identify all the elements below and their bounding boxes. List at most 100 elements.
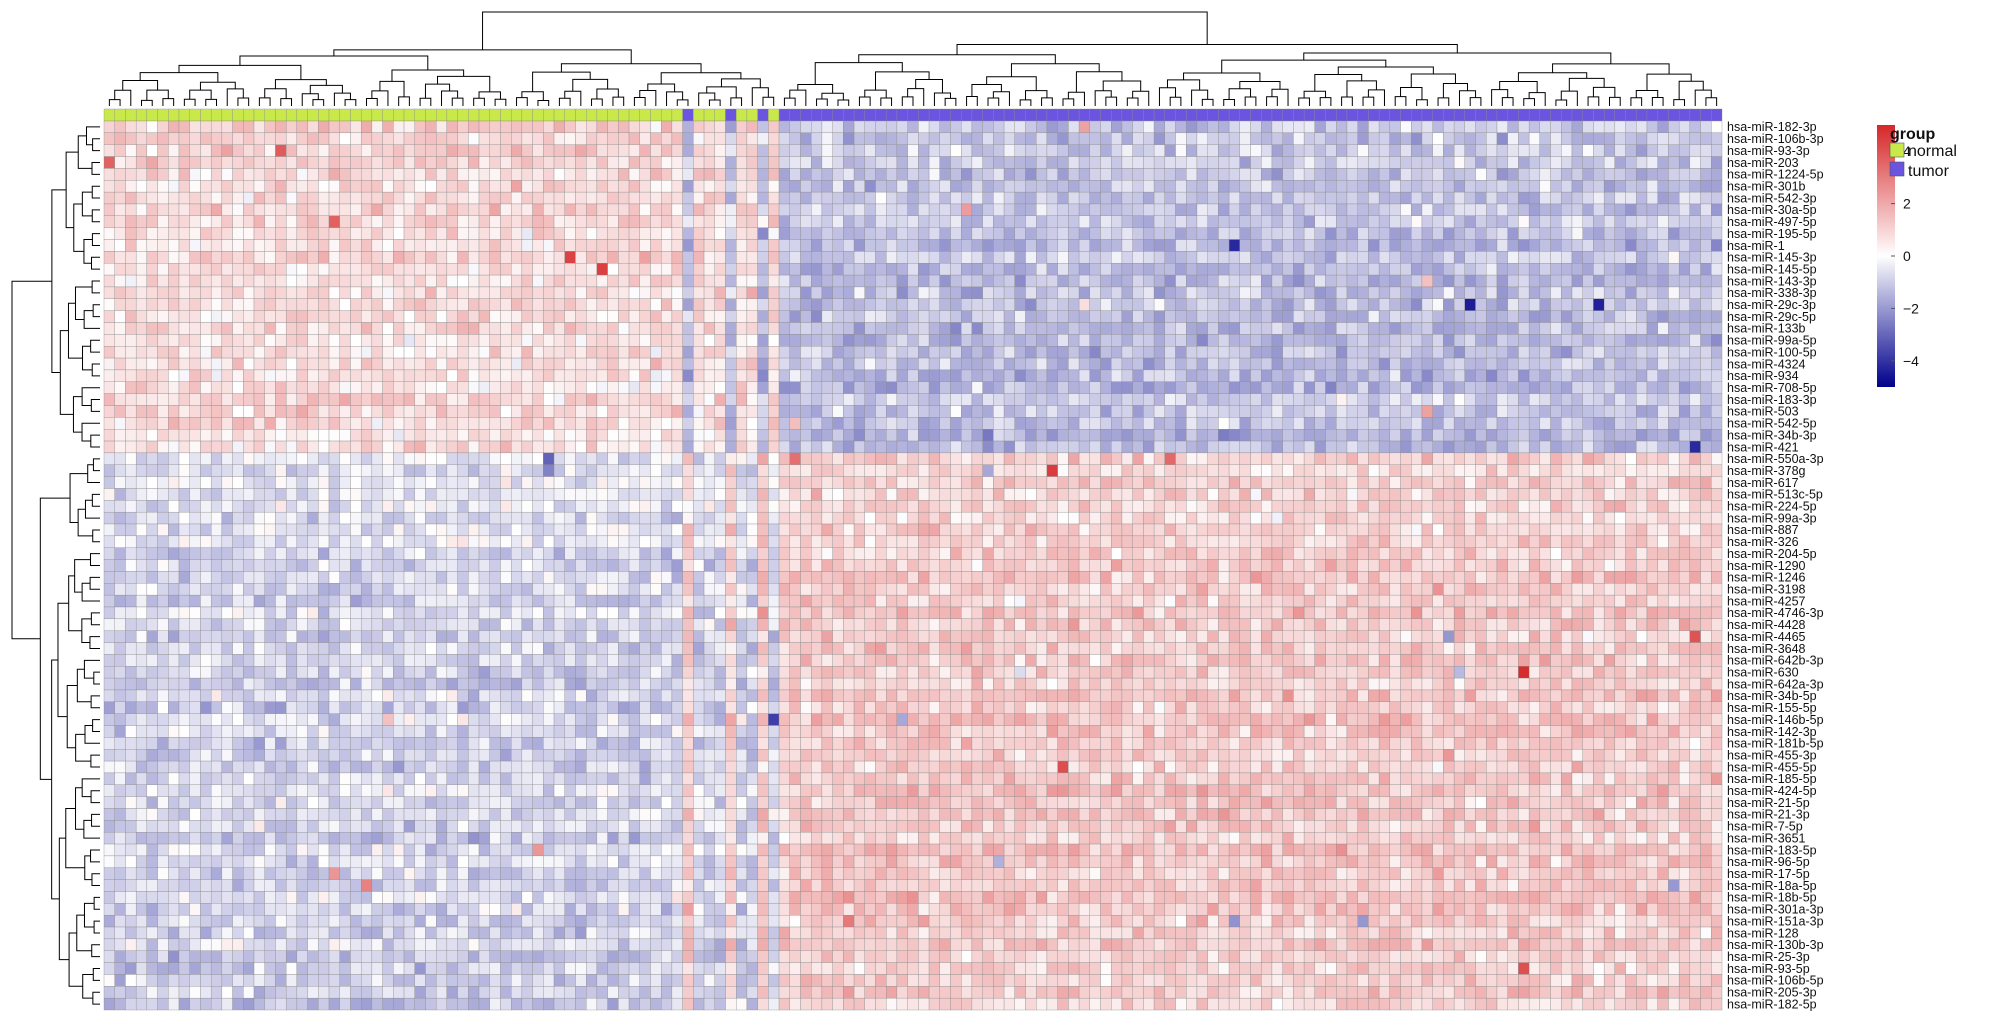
heatmap-cell bbox=[896, 464, 908, 477]
heatmap-cell bbox=[339, 322, 351, 335]
heatmap-cell bbox=[1443, 286, 1455, 299]
heatmap-cell bbox=[1571, 464, 1583, 477]
column-dendrogram-branch bbox=[419, 97, 432, 106]
heatmap-cell bbox=[1250, 322, 1262, 335]
heatmap-cell bbox=[896, 203, 908, 216]
heatmap-cell bbox=[1443, 452, 1455, 465]
heatmap-cell bbox=[1218, 369, 1230, 382]
heatmap-cell bbox=[950, 239, 962, 252]
heatmap-cell bbox=[693, 429, 705, 442]
heatmap-cell bbox=[350, 215, 362, 228]
heatmap-cell bbox=[1464, 310, 1476, 323]
heatmap-cell bbox=[821, 132, 833, 145]
heatmap-cell bbox=[1411, 322, 1423, 335]
heatmap-cell bbox=[200, 251, 212, 264]
heatmap-cell bbox=[1496, 357, 1508, 371]
heatmap-cell bbox=[1239, 322, 1251, 335]
heatmap-cell bbox=[1378, 286, 1391, 299]
heatmap-cell bbox=[1668, 369, 1680, 382]
heatmap-cell bbox=[1496, 215, 1508, 228]
row-dendrogram-branch bbox=[91, 185, 100, 199]
heatmap-cell bbox=[1603, 417, 1616, 430]
heatmap-cell bbox=[103, 310, 115, 323]
heatmap-cell bbox=[1539, 239, 1551, 252]
heatmap-cell bbox=[586, 452, 598, 465]
heatmap-cell bbox=[393, 274, 405, 288]
heatmap-cell bbox=[1186, 203, 1198, 216]
heatmap-cell bbox=[1378, 144, 1391, 157]
heatmap-cell bbox=[1657, 203, 1669, 216]
heatmap-cell bbox=[1518, 180, 1530, 193]
heatmap-cell bbox=[232, 191, 244, 205]
heatmap-cell bbox=[296, 263, 308, 276]
heatmap-cell bbox=[1507, 156, 1519, 169]
heatmap-cell bbox=[757, 393, 769, 406]
heatmap-cell bbox=[789, 357, 801, 371]
heatmap-cell bbox=[168, 464, 180, 477]
heatmap-cell bbox=[1282, 417, 1294, 430]
heatmap-cell bbox=[1582, 180, 1594, 193]
heatmap-cell bbox=[478, 203, 490, 216]
heatmap-cell bbox=[1314, 251, 1326, 264]
heatmap-cell bbox=[896, 429, 908, 442]
heatmap-cell bbox=[1036, 180, 1048, 193]
heatmap-cell bbox=[425, 393, 437, 406]
heatmap-cell bbox=[1078, 191, 1090, 205]
group-annotation-cell bbox=[1186, 108, 1198, 122]
heatmap-cell bbox=[714, 263, 726, 276]
heatmap-cell bbox=[693, 144, 705, 157]
heatmap-cell bbox=[318, 440, 330, 454]
heatmap-cell bbox=[1378, 156, 1391, 169]
heatmap-cell bbox=[832, 286, 844, 299]
heatmap-cell bbox=[1046, 156, 1058, 169]
heatmap-cell bbox=[939, 156, 951, 169]
heatmap-cell bbox=[939, 310, 951, 323]
heatmap-cell bbox=[1164, 357, 1176, 371]
heatmap-cell bbox=[971, 381, 983, 394]
heatmap-cell bbox=[403, 156, 415, 169]
heatmap-cell bbox=[1121, 429, 1133, 442]
group-annotation-cell bbox=[886, 108, 898, 122]
heatmap-cell bbox=[961, 203, 973, 216]
heatmap-cell bbox=[425, 156, 437, 169]
heatmap-cell bbox=[821, 429, 833, 442]
heatmap-cell bbox=[500, 239, 512, 252]
heatmap-cell bbox=[157, 298, 169, 311]
heatmap-cell bbox=[457, 263, 469, 276]
heatmap-cell bbox=[1046, 180, 1058, 193]
heatmap-cell bbox=[521, 263, 533, 276]
heatmap-cell bbox=[1421, 274, 1433, 288]
heatmap-cell bbox=[1143, 429, 1155, 442]
heatmap-cell bbox=[1132, 417, 1144, 430]
heatmap-cell bbox=[896, 357, 908, 371]
heatmap-cell bbox=[811, 191, 823, 205]
heatmap-cell bbox=[264, 334, 276, 347]
heatmap-cell bbox=[1239, 310, 1251, 323]
heatmap-cell bbox=[125, 286, 137, 299]
heatmap-cell bbox=[564, 381, 576, 394]
heatmap-cell bbox=[168, 334, 180, 347]
heatmap-cell bbox=[1325, 191, 1337, 205]
heatmap-cell bbox=[1036, 191, 1048, 205]
heatmap-cell bbox=[157, 180, 169, 193]
heatmap-cell bbox=[382, 251, 394, 264]
heatmap-cell bbox=[832, 298, 844, 311]
heatmap-cell bbox=[1421, 452, 1433, 465]
group-annotation-cell bbox=[1207, 108, 1219, 122]
heatmap-cell bbox=[1132, 334, 1144, 347]
heatmap-cell bbox=[661, 357, 673, 371]
heatmap-cell bbox=[928, 440, 940, 454]
heatmap-cell bbox=[339, 417, 351, 430]
heatmap-cell bbox=[746, 227, 758, 240]
heatmap-cell bbox=[778, 310, 790, 323]
heatmap-cell bbox=[1700, 227, 1712, 240]
heatmap-cell bbox=[714, 381, 726, 394]
heatmap-cell bbox=[243, 310, 255, 323]
heatmap-cell bbox=[1475, 239, 1487, 252]
heatmap-cell bbox=[1614, 452, 1626, 465]
heatmap-cell bbox=[1668, 251, 1680, 264]
heatmap-cell bbox=[446, 334, 458, 347]
heatmap-cell bbox=[339, 286, 351, 299]
heatmap-cell bbox=[1443, 310, 1455, 323]
heatmap-cell bbox=[1111, 274, 1123, 288]
